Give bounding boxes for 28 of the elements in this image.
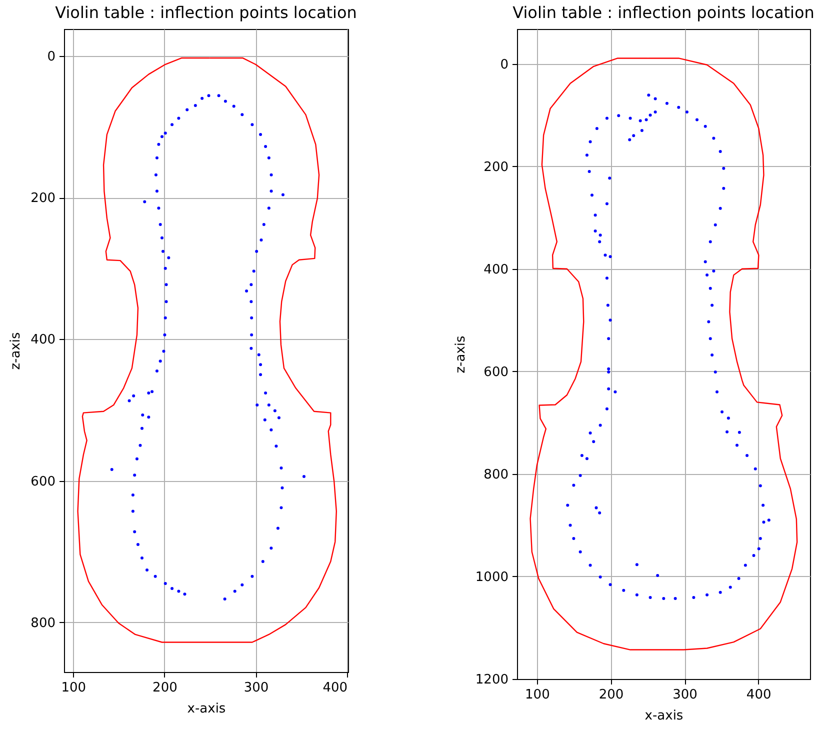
line-series <box>530 58 798 650</box>
y-axis-title: z-axis <box>453 335 468 374</box>
y-tick-label: 1000 <box>475 570 508 585</box>
x-tick-label: 200 <box>152 680 178 696</box>
y-tick-label: 600 <box>30 474 56 490</box>
y-tick-label: 1200 <box>475 672 508 688</box>
x-tick-label: 300 <box>672 688 698 702</box>
y-tick-label: 400 <box>30 332 56 348</box>
y-tick-label: 200 <box>484 160 508 175</box>
x-tick-label: 400 <box>746 688 772 702</box>
y-tick-label: 400 <box>484 262 508 278</box>
chart-title: Violin table : inflection points location <box>55 3 357 22</box>
x-tick-label: 200 <box>598 688 624 702</box>
x-tick-label: 100 <box>525 688 550 702</box>
y-tick-label: 800 <box>30 616 56 631</box>
y-tick-label: 0 <box>47 49 56 64</box>
chart-title: Violin table : inflection points location <box>512 3 814 22</box>
y-tick-label: 600 <box>484 364 508 380</box>
y-tick-label: 800 <box>484 467 508 482</box>
x-tick-label: 100 <box>61 680 86 696</box>
y-axis-title: z-axis <box>8 332 24 370</box>
y-tick-label: 200 <box>30 191 56 206</box>
x-axis-title: x-axis <box>644 708 684 724</box>
y-tick-label: 0 <box>500 57 508 72</box>
line-series <box>77 57 338 643</box>
x-tick-label: 300 <box>244 680 269 696</box>
x-axis-title: x-axis <box>187 702 226 716</box>
x-tick-label: 400 <box>322 680 348 696</box>
